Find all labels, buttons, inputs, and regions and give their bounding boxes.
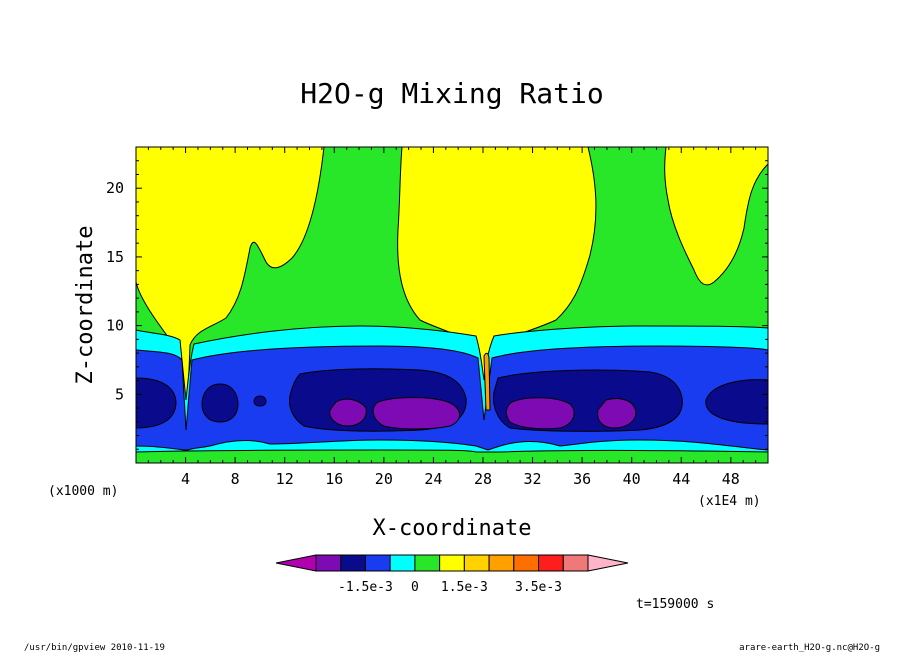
colorbar-swatch (389, 554, 416, 572)
x-tick-label: 28 (474, 470, 492, 488)
x-tick-label: 4 (181, 470, 190, 488)
colorbar-label: 0 (411, 580, 419, 595)
navy-spot (253, 395, 267, 407)
y-tick-label: 15 (106, 248, 124, 266)
x-tick-label: 44 (672, 470, 690, 488)
x-scale-label: (x1E4 m) (698, 494, 761, 509)
x-tick-label: 8 (231, 470, 240, 488)
purple-min-2 (372, 397, 460, 430)
yellow-region-right (664, 147, 768, 286)
x-tick-label: 48 (722, 470, 740, 488)
surface-band (136, 449, 768, 463)
y-tick-label: 20 (106, 179, 124, 197)
x-tick-label: 32 (524, 470, 542, 488)
footer-right: arare-earth_H2O-g.nc@H2O-g (739, 643, 880, 653)
colorbar-swatch (439, 554, 465, 572)
colorbar-upper-extension (587, 554, 629, 572)
y-tick-label: 5 (115, 385, 124, 403)
colorbar-label: 3.5e-3 (515, 580, 562, 595)
purple-min-1 (329, 398, 367, 427)
x-tick-label: 16 (325, 470, 343, 488)
x-tick-label: 36 (573, 470, 591, 488)
contour-field (136, 147, 768, 463)
navy-core-far-left (136, 377, 177, 429)
chart-title: H2O-g Mixing Ratio (300, 77, 603, 110)
y-axis-ticks: 5 10 15 20 (106, 146, 768, 450)
colorbar-swatch (463, 554, 490, 572)
colorbar: -1.5e-3 0 1.5e-3 3.5e-3 (275, 554, 629, 595)
x-axis-label: X-coordinate (373, 516, 532, 541)
orange-column (483, 352, 491, 411)
x-tick-label: 40 (623, 470, 641, 488)
time-annotation: t=159000 s (636, 597, 714, 612)
x-axis-ticks: 4 8 12 16 20 24 28 32 36 40 44 48 (147, 147, 769, 488)
y-tick-label: 10 (106, 317, 124, 335)
colorbar-swatch (513, 554, 540, 572)
x-tick-label: 24 (424, 470, 442, 488)
colorbar-swatch (340, 554, 366, 572)
x-unit-label: (x1000 m) (48, 484, 118, 499)
colorbar-swatch (488, 554, 515, 572)
navy-core-left (201, 383, 239, 423)
colorbar-swatch (364, 554, 391, 572)
plot-frame (135, 146, 769, 464)
x-tick-label: 12 (276, 470, 294, 488)
purple-min-3 (505, 397, 575, 430)
colorbar-lower-extension (275, 554, 317, 572)
footer-left: /usr/bin/gpview 2010-11-19 (24, 643, 165, 653)
colorbar-swatch (414, 554, 441, 572)
y-axis-label: Z-coordinate (73, 226, 98, 385)
colorbar-label: 1.5e-3 (441, 580, 488, 595)
colorbar-swatch (315, 554, 342, 572)
colorbar-swatch (538, 554, 564, 572)
navy-core-far-right (705, 379, 768, 425)
colorbar-label: -1.5e-3 (338, 580, 393, 595)
x-tick-label: 20 (375, 470, 393, 488)
purple-min-4 (597, 398, 637, 429)
colorbar-swatch (562, 554, 589, 572)
